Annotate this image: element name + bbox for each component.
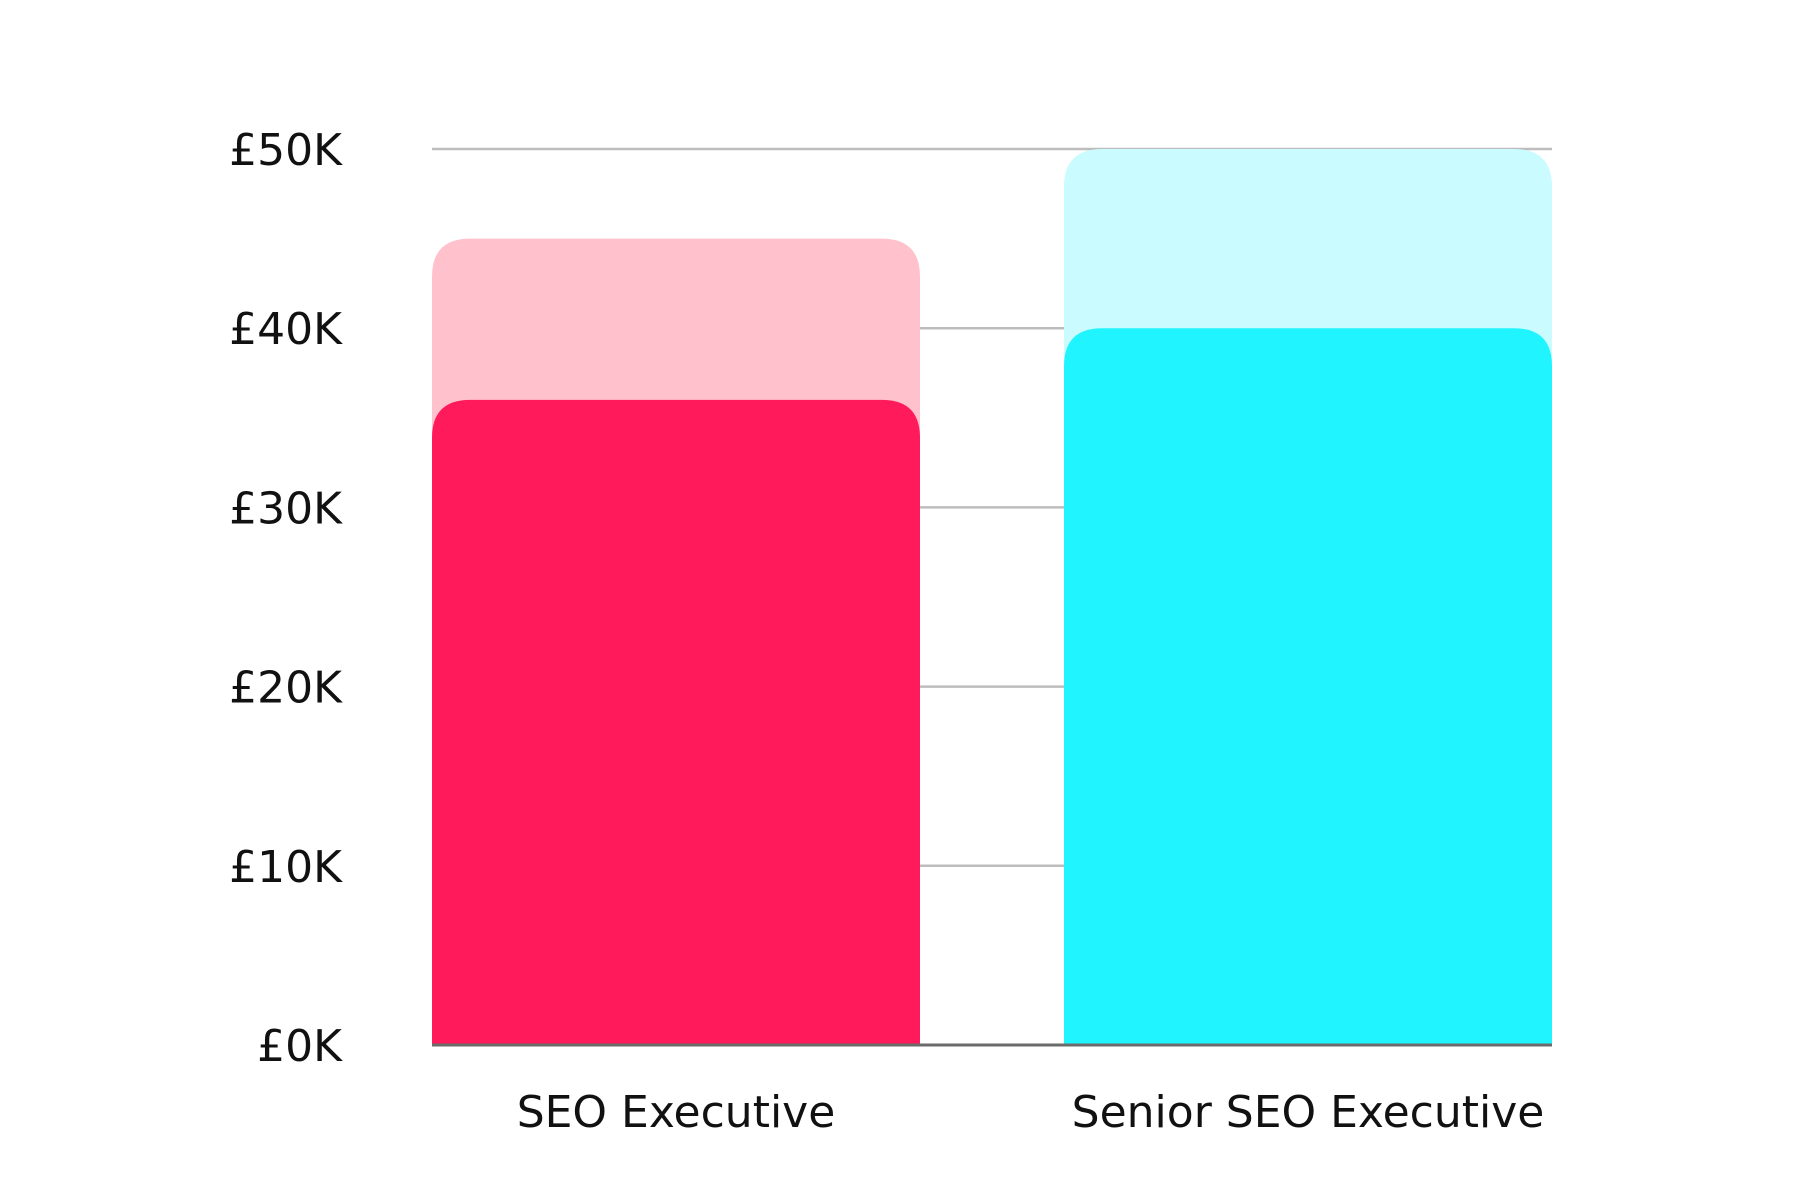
x-category-label: Senior SEO Executive [1072, 1087, 1545, 1138]
x-category-label: SEO Executive [517, 1087, 836, 1138]
labels: £0K £10K £20K £30K £40K £50K SEO Executive Seni… [229, 125, 1544, 1138]
y-tick-label: £40K [229, 304, 343, 355]
bar-lower-range [432, 399, 920, 1045]
y-tick-label: £10K [229, 842, 343, 893]
bars [432, 149, 1552, 1046]
bar-lower-range [1064, 328, 1552, 1045]
y-tick-label: £50K [229, 125, 343, 176]
y-tick-label: £0K [257, 1021, 343, 1072]
y-tick-label: £30K [229, 483, 343, 534]
y-tick-label: £20K [229, 663, 343, 714]
